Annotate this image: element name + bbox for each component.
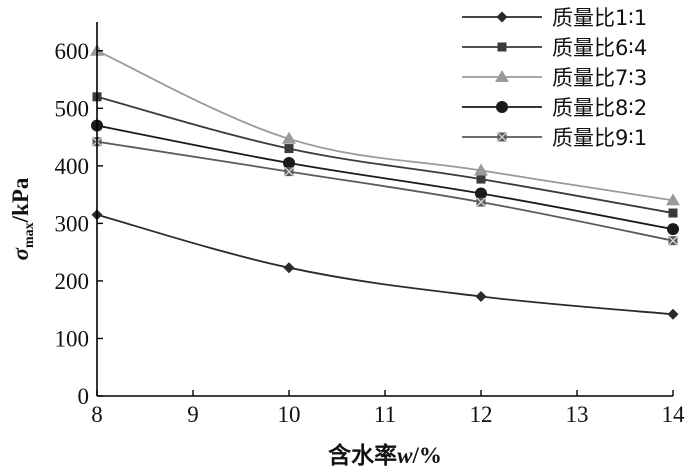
data-point — [475, 187, 487, 200]
y-tick-label: 500 — [55, 96, 90, 121]
y-tick-label: 600 — [55, 39, 90, 64]
y-tick-label: 300 — [55, 211, 90, 236]
legend: 质量比1∶1 质量比6∶4 质量比7∶3 质量比8∶2 质量比9∶1 — [462, 6, 647, 150]
x-tick-label: 13 — [566, 402, 589, 427]
series-4 — [91, 119, 679, 236]
y-axis-title: σmax/kPa — [8, 177, 37, 260]
series-1 — [91, 209, 679, 320]
y-tick-label: 400 — [55, 154, 90, 179]
legend-label: 质量比7∶3 — [552, 66, 647, 90]
x-axis-title-variable: w — [397, 443, 413, 468]
marker-cross — [497, 132, 507, 142]
data-point — [282, 131, 296, 144]
series-line — [96, 124, 674, 231]
legend-item: 质量比1∶1 — [462, 6, 647, 30]
data-point — [283, 156, 295, 169]
y-tick-label: 100 — [55, 326, 90, 351]
data-point — [667, 308, 679, 320]
legend-marker — [497, 42, 507, 52]
legend-marker — [495, 70, 509, 82]
legend-item: 质量比6∶4 — [462, 36, 647, 60]
y-axis-title-symbol: σ — [8, 247, 33, 260]
data-point — [668, 208, 678, 218]
series-line — [96, 213, 674, 316]
y-tick-label: 0 — [78, 384, 90, 409]
x-axis-title: 含水率w/% — [328, 442, 442, 468]
series-line — [96, 49, 674, 202]
x-axis-title-unit: /% — [411, 443, 441, 468]
data-point — [667, 223, 679, 236]
data-point — [476, 197, 486, 207]
data-point — [474, 163, 488, 176]
x-tick-label: 8 — [91, 402, 103, 427]
data-point — [284, 144, 294, 154]
marker-cross — [284, 167, 294, 177]
legend-label: 质量比1∶1 — [552, 6, 647, 30]
legend-label: 质量比8∶2 — [552, 96, 647, 120]
data-point — [284, 167, 294, 177]
data-point — [475, 290, 487, 302]
data-point — [283, 262, 295, 274]
series-line — [96, 95, 674, 214]
marker-cross — [668, 236, 678, 246]
y-tick-label: 200 — [55, 269, 90, 294]
legend-marker — [497, 132, 507, 142]
legend-label: 质量比6∶4 — [552, 36, 647, 60]
axes: 8 9 10 11 12 13 14 0 100 200 300 400 500 600 — [55, 22, 686, 427]
x-tick-label: 12 — [470, 402, 493, 427]
series-5 — [92, 137, 678, 246]
y-axis-title-unit: /kPa — [8, 177, 33, 223]
series-line — [96, 140, 674, 242]
x-tick-label: 10 — [278, 402, 301, 427]
marker-cross — [476, 197, 486, 207]
legend-marker — [496, 11, 508, 23]
x-tick-label: 9 — [187, 402, 199, 427]
data-point — [666, 193, 680, 206]
data-point — [476, 174, 486, 184]
data-point — [668, 236, 678, 246]
legend-item: 质量比7∶3 — [462, 66, 647, 90]
x-tick-label: 14 — [662, 402, 686, 427]
y-axis-title-subscript: max — [22, 222, 37, 248]
x-axis-title-main: 含水率 — [328, 442, 397, 468]
legend-item: 质量比9∶1 — [462, 126, 647, 150]
legend-item: 质量比8∶2 — [462, 96, 647, 120]
legend-label: 质量比9∶1 — [552, 126, 647, 150]
legend-marker — [496, 101, 508, 113]
x-tick-label: 11 — [374, 402, 396, 427]
